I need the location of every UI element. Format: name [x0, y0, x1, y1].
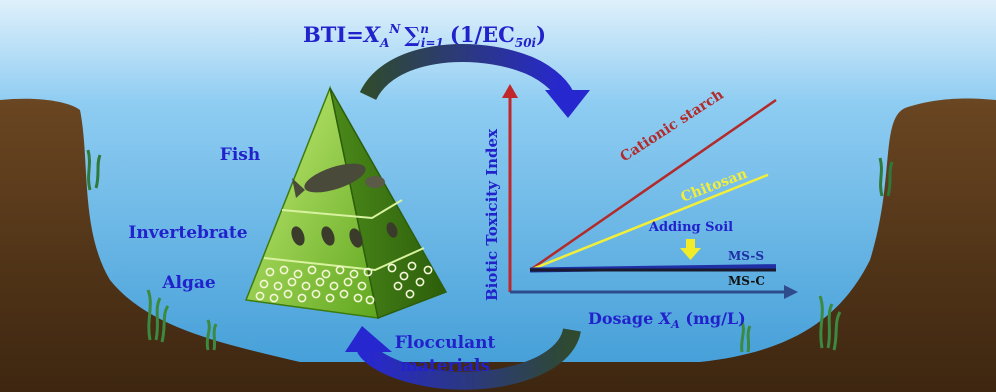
invertebrate-icons [291, 222, 398, 248]
algae-cell-icon [293, 269, 303, 279]
water-plant-bottom-left [146, 289, 218, 351]
algae-cell-icon [393, 281, 403, 291]
algae-cell-icon [343, 277, 353, 287]
pyramid-divider-upper [281, 199, 403, 220]
chart-x-axis-arrow [784, 285, 798, 299]
water-plant-left [86, 149, 102, 191]
level-label-invertebrate: Invertebrate [128, 223, 247, 243]
algae-cell-icon [365, 295, 375, 305]
adding-soil-annotation: Adding Soil [648, 220, 733, 235]
algae-cell-icon [363, 267, 373, 277]
algae-cell-icon [415, 277, 425, 287]
algae-cell-icon [297, 293, 307, 303]
series-line-cationic-starch [529, 98, 777, 272]
series-label-ms-s: MS-S [728, 249, 764, 263]
chart-series-group [529, 98, 777, 273]
algae-cell-icon [279, 265, 289, 275]
water-plant-right [878, 157, 894, 197]
algae-cell-icon [405, 289, 415, 299]
flocculant-label-line1: Flocculant [395, 333, 496, 353]
algae-cell-icon [259, 279, 269, 289]
algae-cell-icon [315, 277, 325, 287]
algae-cell-icon [301, 281, 311, 291]
algae-cell-icon [329, 281, 339, 291]
algae-cell-icon [287, 277, 297, 287]
algae-cell-icon [353, 293, 363, 303]
series-line-chitosan [529, 173, 769, 272]
top-cycle-arrow [359, 44, 590, 118]
bti-formula: BTI=XAN ∑n i=1 (1/EC50i) [303, 22, 546, 50]
algae-cell-icon [269, 293, 279, 303]
level-label-algae: Algae [161, 273, 216, 293]
algae-cell-icon [283, 289, 293, 299]
algae-cell-icon [321, 269, 331, 279]
algae-cell-icon [399, 271, 409, 281]
algae-cell-icon [423, 265, 433, 275]
chart-y-axis-arrow [502, 84, 518, 98]
algae-cell-icon [325, 293, 335, 303]
flocculant-label-line2: materials [400, 356, 490, 376]
fish-icon [292, 163, 385, 198]
water-plant-bottom-right [740, 295, 842, 353]
algae-cell-icon [339, 289, 349, 299]
chart-x-axis-label: Dosage XA (mg/L) [588, 309, 746, 331]
algae-cell-icon [265, 267, 275, 277]
bottom-cycle-arrow [345, 326, 581, 390]
algae-cell-icon [335, 265, 345, 275]
algae-cell-icon [311, 289, 321, 299]
level-label-fish: Fish [220, 145, 260, 165]
algae-icons [255, 261, 433, 305]
algae-cell-icon [387, 263, 397, 273]
algae-cell-icon [273, 281, 283, 291]
pyramid-side-face [329, 87, 448, 320]
trophic-pyramid [244, 85, 448, 320]
chart-y-axis-label: Biotic Toxicity Index [483, 128, 501, 301]
pyramid-divider-lower [263, 247, 425, 272]
algae-cell-icon [357, 281, 367, 291]
algae-cell-icon [349, 269, 359, 279]
series-label-ms-c: MS-C [728, 274, 765, 288]
algae-cell-icon [255, 291, 265, 301]
down-arrow-icon [680, 239, 701, 260]
algae-cell-icon [307, 265, 317, 275]
algae-cell-icon [407, 261, 417, 271]
soil-bank [0, 98, 996, 392]
